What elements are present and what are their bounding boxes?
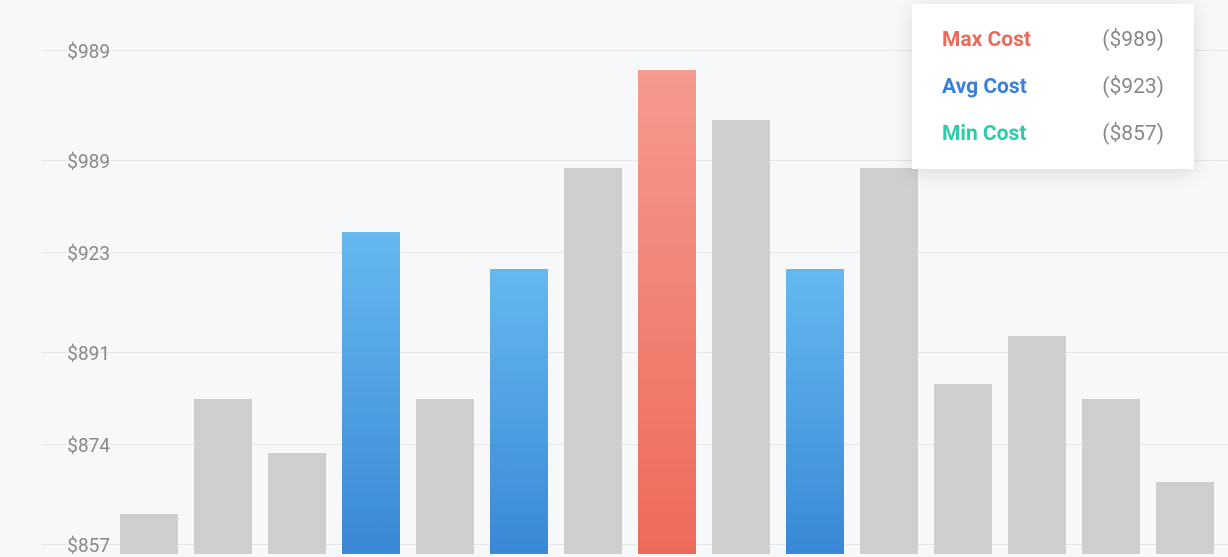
legend-row-min: Min Cost ($857) [942,124,1164,145]
legend-value-min: ($857) [1102,124,1164,145]
bar [712,120,770,554]
bar [564,168,622,554]
y-axis-tick-label: $989 [50,40,110,63]
cost-bar-chart: $989$989$923$891$874$857 Max Cost ($989)… [0,0,1228,554]
bar [860,168,918,554]
legend-box: Max Cost ($989) Avg Cost ($923) Min Cost… [912,4,1194,169]
bar [342,232,400,554]
bar [1156,482,1214,554]
bar [786,269,844,554]
bar [638,70,696,554]
y-axis-tick-label: $923 [50,242,110,265]
legend-label-avg: Avg Cost [942,77,1027,98]
legend-row-avg: Avg Cost ($923) [942,77,1164,98]
legend-label-max: Max Cost [942,30,1031,51]
legend-label-min: Min Cost [942,124,1026,145]
bar [416,399,474,554]
bar [934,384,992,554]
y-axis-tick-label: $989 [50,150,110,173]
bar [194,399,252,554]
legend-row-max: Max Cost ($989) [942,30,1164,51]
legend-value-max: ($989) [1102,30,1164,51]
bar [1082,399,1140,554]
bar [268,453,326,554]
bar [490,269,548,554]
bar [1008,336,1066,554]
legend-value-avg: ($923) [1102,77,1164,98]
y-axis-tick-label: $874 [50,434,110,457]
y-axis-tick-label: $891 [50,342,110,365]
bar [120,514,178,554]
